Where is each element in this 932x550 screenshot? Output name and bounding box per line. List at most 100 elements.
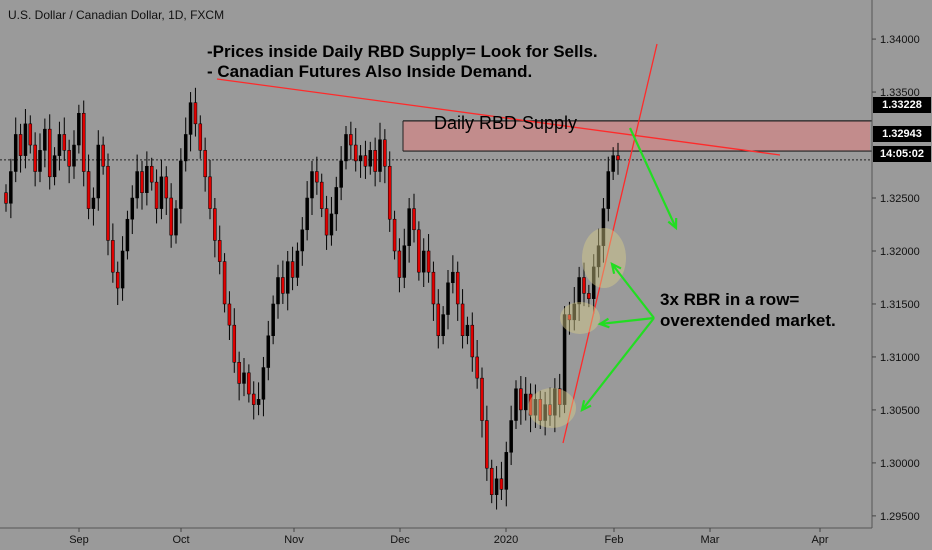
candle bbox=[451, 255, 455, 294]
candle bbox=[446, 270, 450, 330]
candle bbox=[145, 151, 149, 206]
candle-body bbox=[339, 160, 343, 188]
candle-body bbox=[72, 144, 76, 167]
candle-body bbox=[86, 171, 91, 209]
candle-body bbox=[295, 250, 300, 278]
rbr-highlight bbox=[560, 302, 600, 334]
candle bbox=[431, 261, 436, 321]
rbr-arrow-1 bbox=[610, 262, 655, 319]
candle bbox=[397, 238, 402, 293]
candle bbox=[261, 356, 266, 417]
candle-body bbox=[47, 128, 52, 178]
supply-zone-label: Daily RBD Supply bbox=[434, 113, 578, 133]
candle bbox=[227, 291, 232, 340]
candle bbox=[319, 173, 324, 218]
candle-body bbox=[266, 335, 271, 368]
candle-body bbox=[145, 165, 149, 193]
rbr-note-line-2: overextended market. bbox=[660, 311, 836, 330]
candle bbox=[271, 295, 275, 345]
candle-body bbox=[285, 261, 290, 294]
candle bbox=[582, 262, 586, 307]
candle-body bbox=[465, 324, 470, 337]
candle-body bbox=[426, 250, 431, 273]
zone-top-price-tag: 1.33228 bbox=[873, 97, 931, 113]
candle-body bbox=[149, 165, 154, 183]
candle bbox=[77, 104, 81, 154]
candle-body bbox=[485, 420, 489, 469]
candle bbox=[591, 254, 596, 314]
candle-body bbox=[368, 150, 373, 167]
candle-body bbox=[164, 176, 169, 199]
candle bbox=[480, 367, 484, 438]
candle bbox=[47, 114, 52, 190]
candle bbox=[91, 187, 96, 226]
y-tick-label: 1.30000 bbox=[880, 458, 920, 470]
candle-body bbox=[446, 282, 450, 315]
candle bbox=[111, 223, 115, 283]
candle bbox=[577, 266, 581, 321]
candle bbox=[402, 228, 407, 289]
candle bbox=[57, 121, 62, 171]
y-tick-label: 1.34000 bbox=[880, 34, 920, 46]
descending-trendline bbox=[216, 78, 781, 156]
candle-body bbox=[528, 393, 533, 416]
candle bbox=[96, 130, 101, 211]
candle bbox=[436, 289, 441, 349]
candle bbox=[237, 351, 241, 401]
candle-body bbox=[567, 314, 572, 321]
candle-body bbox=[18, 134, 23, 156]
candle-body bbox=[23, 123, 28, 156]
candle bbox=[305, 181, 309, 241]
candle bbox=[154, 169, 159, 224]
arrow-shaft bbox=[581, 317, 655, 411]
candle bbox=[23, 109, 28, 169]
candle bbox=[426, 234, 431, 283]
candle bbox=[159, 159, 164, 220]
candle bbox=[412, 193, 416, 243]
candle bbox=[28, 115, 33, 154]
candle-body bbox=[111, 240, 115, 273]
candle bbox=[86, 154, 91, 220]
candle bbox=[509, 405, 513, 466]
candle-body bbox=[349, 134, 353, 146]
candle-body bbox=[290, 261, 295, 278]
candle-body bbox=[387, 165, 392, 220]
candle bbox=[169, 183, 173, 248]
candle bbox=[13, 117, 18, 183]
candle-body bbox=[383, 139, 387, 167]
candle-body bbox=[57, 134, 62, 156]
candle-body bbox=[28, 123, 33, 146]
candle-body bbox=[596, 245, 601, 268]
y-tick-label: 1.29500 bbox=[880, 511, 920, 523]
candle bbox=[378, 122, 382, 183]
candle bbox=[179, 148, 183, 224]
candle bbox=[606, 156, 611, 222]
x-tick-label: 2020 bbox=[494, 534, 518, 546]
candle bbox=[504, 441, 509, 507]
candle-body bbox=[392, 218, 397, 252]
candle-body bbox=[281, 277, 285, 294]
candle bbox=[475, 339, 479, 389]
candle bbox=[217, 225, 222, 275]
candle bbox=[81, 100, 86, 187]
candle-body bbox=[81, 112, 86, 172]
candle-body bbox=[242, 372, 246, 384]
candle bbox=[295, 242, 300, 286]
candle bbox=[523, 377, 528, 421]
candle-body bbox=[315, 171, 319, 183]
candle-body bbox=[159, 176, 164, 209]
candle bbox=[115, 261, 120, 306]
candle bbox=[242, 358, 246, 397]
candle-body bbox=[91, 197, 96, 209]
candle bbox=[572, 287, 577, 331]
candle bbox=[183, 117, 188, 172]
candle-body bbox=[557, 388, 562, 405]
candle bbox=[164, 166, 169, 215]
candle-body bbox=[548, 404, 552, 416]
candle bbox=[460, 289, 465, 349]
candle-body bbox=[577, 277, 581, 305]
candle bbox=[373, 137, 377, 187]
arrow-head bbox=[580, 399, 592, 412]
candle bbox=[18, 123, 23, 173]
